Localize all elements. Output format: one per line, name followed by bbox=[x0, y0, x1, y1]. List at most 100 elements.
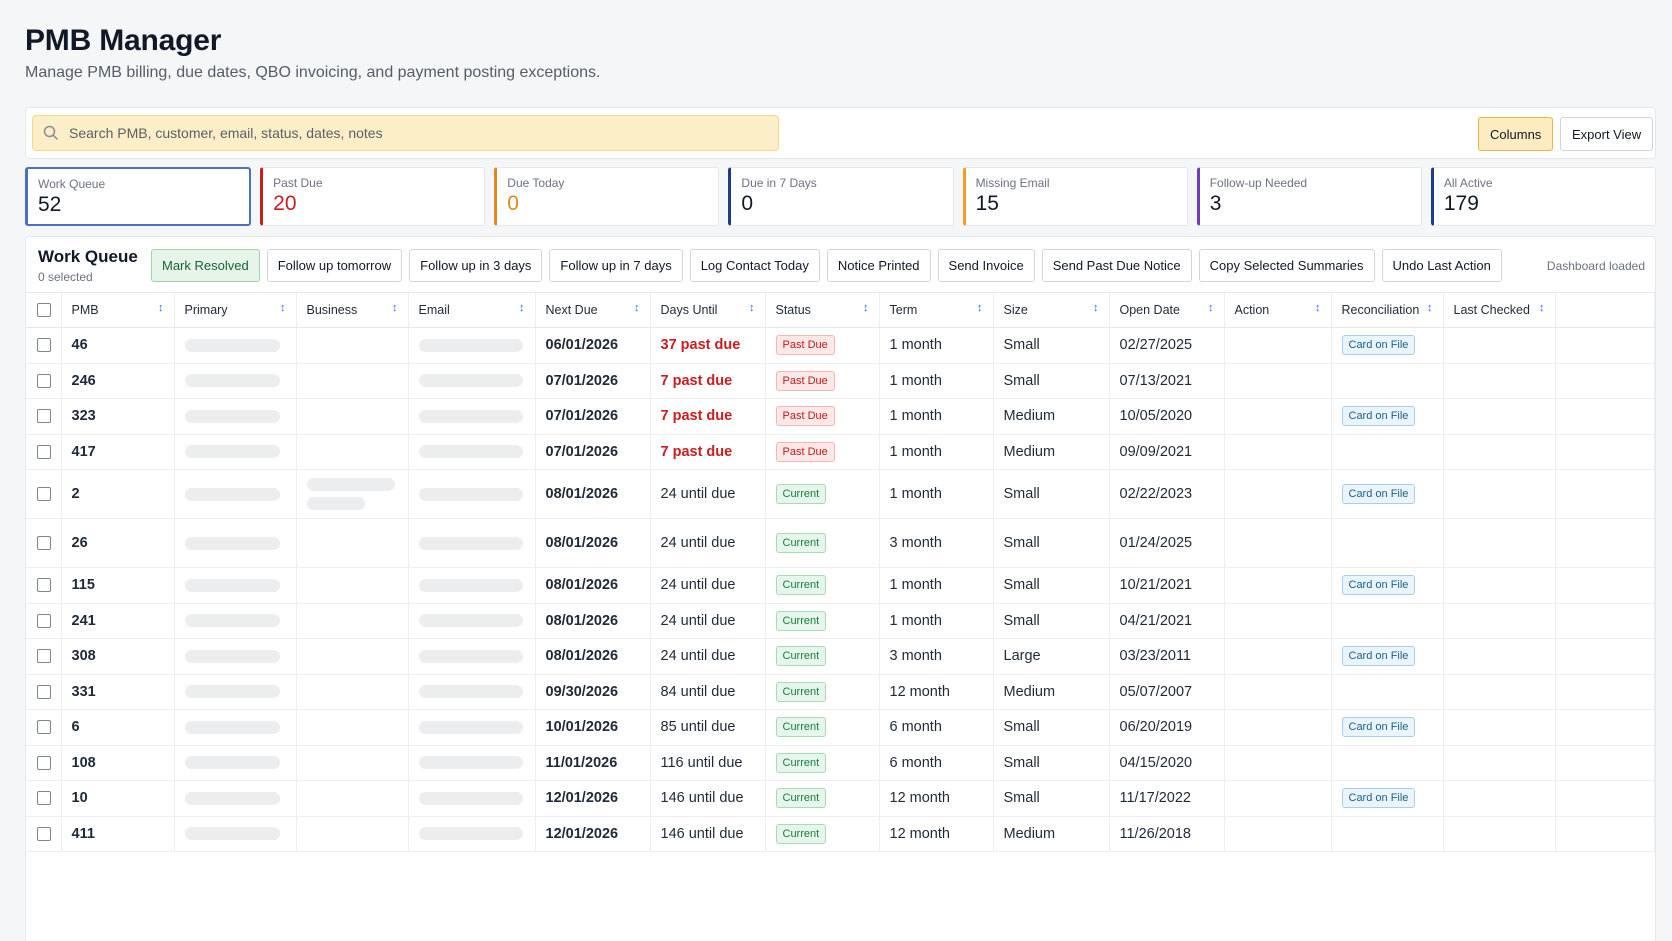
search-input[interactable] bbox=[69, 125, 749, 141]
table-row[interactable]: 417 07/01/2026 7 past due Past Due 1 month Me… bbox=[26, 434, 1655, 470]
column-header-pmb[interactable]: PMB ↕ bbox=[61, 292, 175, 328]
row-checkbox[interactable] bbox=[37, 444, 51, 459]
row-checkbox[interactable] bbox=[37, 487, 51, 502]
action-cell[interactable] bbox=[1224, 709, 1332, 746]
pmb-cell[interactable]: 2 bbox=[61, 469, 175, 519]
pmb-cell[interactable]: 241 bbox=[61, 603, 175, 639]
action-cell[interactable] bbox=[1224, 434, 1332, 470]
sort-icon[interactable]: ↕ bbox=[392, 302, 398, 314]
sort-icon[interactable]: ↕ bbox=[749, 302, 755, 314]
row-checkbox[interactable] bbox=[37, 720, 51, 735]
pmb-cell[interactable]: 331 bbox=[61, 674, 175, 710]
row-checkbox[interactable] bbox=[37, 791, 51, 806]
sort-icon[interactable]: ↕ bbox=[519, 302, 525, 314]
row-checkbox[interactable] bbox=[37, 536, 51, 551]
table-row[interactable]: 411 12/01/2026 146 until due Current 12 mont… bbox=[26, 816, 1655, 852]
pmb-cell[interactable]: 417 bbox=[61, 434, 175, 470]
pmb-cell[interactable]: 411 bbox=[61, 816, 175, 852]
stat-card-all-active[interactable]: All Active 179 bbox=[1430, 167, 1656, 226]
action-cell[interactable] bbox=[1224, 327, 1332, 364]
follow-up-tomorrow-button[interactable]: Follow up tomorrow bbox=[266, 249, 403, 282]
row-checkbox[interactable] bbox=[37, 578, 51, 593]
pmb-cell[interactable]: 323 bbox=[61, 398, 175, 435]
stat-card-work-queue[interactable]: Work Queue 52 bbox=[25, 167, 252, 226]
row-checkbox[interactable] bbox=[37, 755, 51, 770]
column-header-status[interactable]: Status ↕ bbox=[765, 292, 880, 328]
sort-icon[interactable]: ↕ bbox=[1093, 302, 1099, 314]
stat-card-follow-up-needed[interactable]: Follow-up Needed 3 bbox=[1196, 167, 1422, 226]
column-header-email[interactable]: Email ↕ bbox=[408, 292, 536, 328]
sort-icon[interactable]: ↕ bbox=[1427, 302, 1433, 314]
undo-last-action-button[interactable]: Undo Last Action bbox=[1381, 249, 1502, 282]
search-box[interactable] bbox=[32, 115, 779, 151]
follow-up-in-7-days-button[interactable]: Follow up in 7 days bbox=[549, 249, 683, 282]
sort-icon[interactable]: ↕ bbox=[280, 302, 286, 314]
pmb-cell[interactable]: 26 bbox=[61, 518, 175, 568]
table-row[interactable]: 6 10/01/2026 85 until due Current 6 month Sma… bbox=[26, 709, 1655, 746]
column-header-action[interactable]: Action ↕ bbox=[1224, 292, 1332, 328]
log-contact-today-button[interactable]: Log Contact Today bbox=[689, 249, 820, 282]
mark-resolved-button[interactable]: Mark Resolved bbox=[151, 249, 260, 282]
action-cell[interactable] bbox=[1224, 398, 1332, 435]
action-cell[interactable] bbox=[1224, 567, 1332, 604]
row-checkbox[interactable] bbox=[37, 338, 51, 353]
column-header-last-checked[interactable]: Last Checked ↕ bbox=[1443, 292, 1556, 328]
sort-icon[interactable]: ↕ bbox=[1315, 302, 1321, 314]
follow-up-in-3-days-button[interactable]: Follow up in 3 days bbox=[409, 249, 543, 282]
column-header-next-due[interactable]: Next Due ↕ bbox=[535, 292, 651, 328]
table-row[interactable]: 46 06/01/2026 37 past due Past Due 1 month Sm… bbox=[26, 327, 1655, 364]
row-checkbox[interactable] bbox=[37, 649, 51, 664]
pmb-cell[interactable]: 46 bbox=[61, 327, 175, 364]
column-header-primary[interactable]: Primary ↕ bbox=[174, 292, 297, 328]
table-row[interactable]: 108 11/01/2026 116 until due Current 6 month… bbox=[26, 745, 1655, 781]
column-header-size[interactable]: Size ↕ bbox=[993, 292, 1110, 328]
row-checkbox[interactable] bbox=[37, 684, 51, 699]
action-cell[interactable] bbox=[1224, 745, 1332, 781]
send-past-due-notice-button[interactable]: Send Past Due Notice bbox=[1041, 249, 1192, 282]
action-cell[interactable] bbox=[1224, 363, 1332, 399]
column-header-reconciliation[interactable]: Reconciliation ↕ bbox=[1331, 292, 1444, 328]
row-checkbox[interactable] bbox=[37, 613, 51, 628]
action-cell[interactable] bbox=[1224, 469, 1332, 519]
action-cell[interactable] bbox=[1224, 816, 1332, 852]
stat-card-missing-email[interactable]: Missing Email 15 bbox=[962, 167, 1188, 226]
sort-icon[interactable]: ↕ bbox=[158, 302, 164, 314]
table-row[interactable]: 331 09/30/2026 84 until due Current 12 month… bbox=[26, 674, 1655, 710]
row-checkbox[interactable] bbox=[37, 826, 51, 841]
stat-card-due-in-7-days[interactable]: Due in 7 Days 0 bbox=[728, 167, 954, 226]
table-row[interactable]: 246 07/01/2026 7 past due Past Due 1 month Sm… bbox=[26, 363, 1655, 399]
row-checkbox[interactable] bbox=[37, 409, 51, 424]
select-all-checkbox[interactable] bbox=[37, 303, 51, 318]
pmb-cell[interactable]: 115 bbox=[61, 567, 175, 604]
column-header-term[interactable]: Term ↕ bbox=[879, 292, 994, 328]
table-row[interactable]: 323 07/01/2026 7 past due Past Due 1 month Me… bbox=[26, 398, 1655, 435]
pmb-cell[interactable]: 246 bbox=[61, 363, 175, 399]
column-header-open-date[interactable]: Open Date ↕ bbox=[1109, 292, 1225, 328]
table-row[interactable]: 10 12/01/2026 146 until due Current 12 month… bbox=[26, 780, 1655, 817]
action-cell[interactable] bbox=[1224, 603, 1332, 639]
column-header-business[interactable]: Business ↕ bbox=[296, 292, 409, 328]
table-row[interactable]: 26 08/01/2026 24 until due Current 3 month Sm… bbox=[26, 518, 1655, 568]
export-view-button[interactable]: Export View bbox=[1560, 117, 1654, 151]
stat-card-due-today[interactable]: Due Today 0 bbox=[494, 167, 720, 226]
sort-icon[interactable]: ↕ bbox=[1539, 302, 1545, 314]
action-cell[interactable] bbox=[1224, 780, 1332, 817]
copy-selected-summaries-button[interactable]: Copy Selected Summaries bbox=[1198, 249, 1375, 282]
pmb-cell[interactable]: 108 bbox=[61, 745, 175, 781]
send-invoice-button[interactable]: Send Invoice bbox=[937, 249, 1035, 282]
sort-icon[interactable]: ↕ bbox=[977, 302, 983, 314]
action-cell[interactable] bbox=[1224, 638, 1332, 675]
column-header-days-until[interactable]: Days Until ↕ bbox=[650, 292, 766, 328]
columns-button[interactable]: Columns bbox=[1478, 117, 1554, 151]
action-cell[interactable] bbox=[1224, 674, 1332, 710]
table-row[interactable]: 2 08/01/2026 24 until due Current 1 month Sma… bbox=[26, 469, 1655, 519]
stat-card-past-due[interactable]: Past Due 20 bbox=[260, 167, 486, 226]
sort-icon[interactable]: ↕ bbox=[1208, 302, 1214, 314]
action-cell[interactable] bbox=[1224, 518, 1332, 568]
pmb-cell[interactable]: 308 bbox=[61, 638, 175, 675]
table-row[interactable]: 308 08/01/2026 24 until due Current 3 month L… bbox=[26, 638, 1655, 675]
sort-icon[interactable]: ↕ bbox=[863, 302, 869, 314]
row-checkbox[interactable] bbox=[37, 373, 51, 388]
pmb-cell[interactable]: 10 bbox=[61, 780, 175, 817]
table-row[interactable]: 241 08/01/2026 24 until due Current 1 month S… bbox=[26, 603, 1655, 639]
